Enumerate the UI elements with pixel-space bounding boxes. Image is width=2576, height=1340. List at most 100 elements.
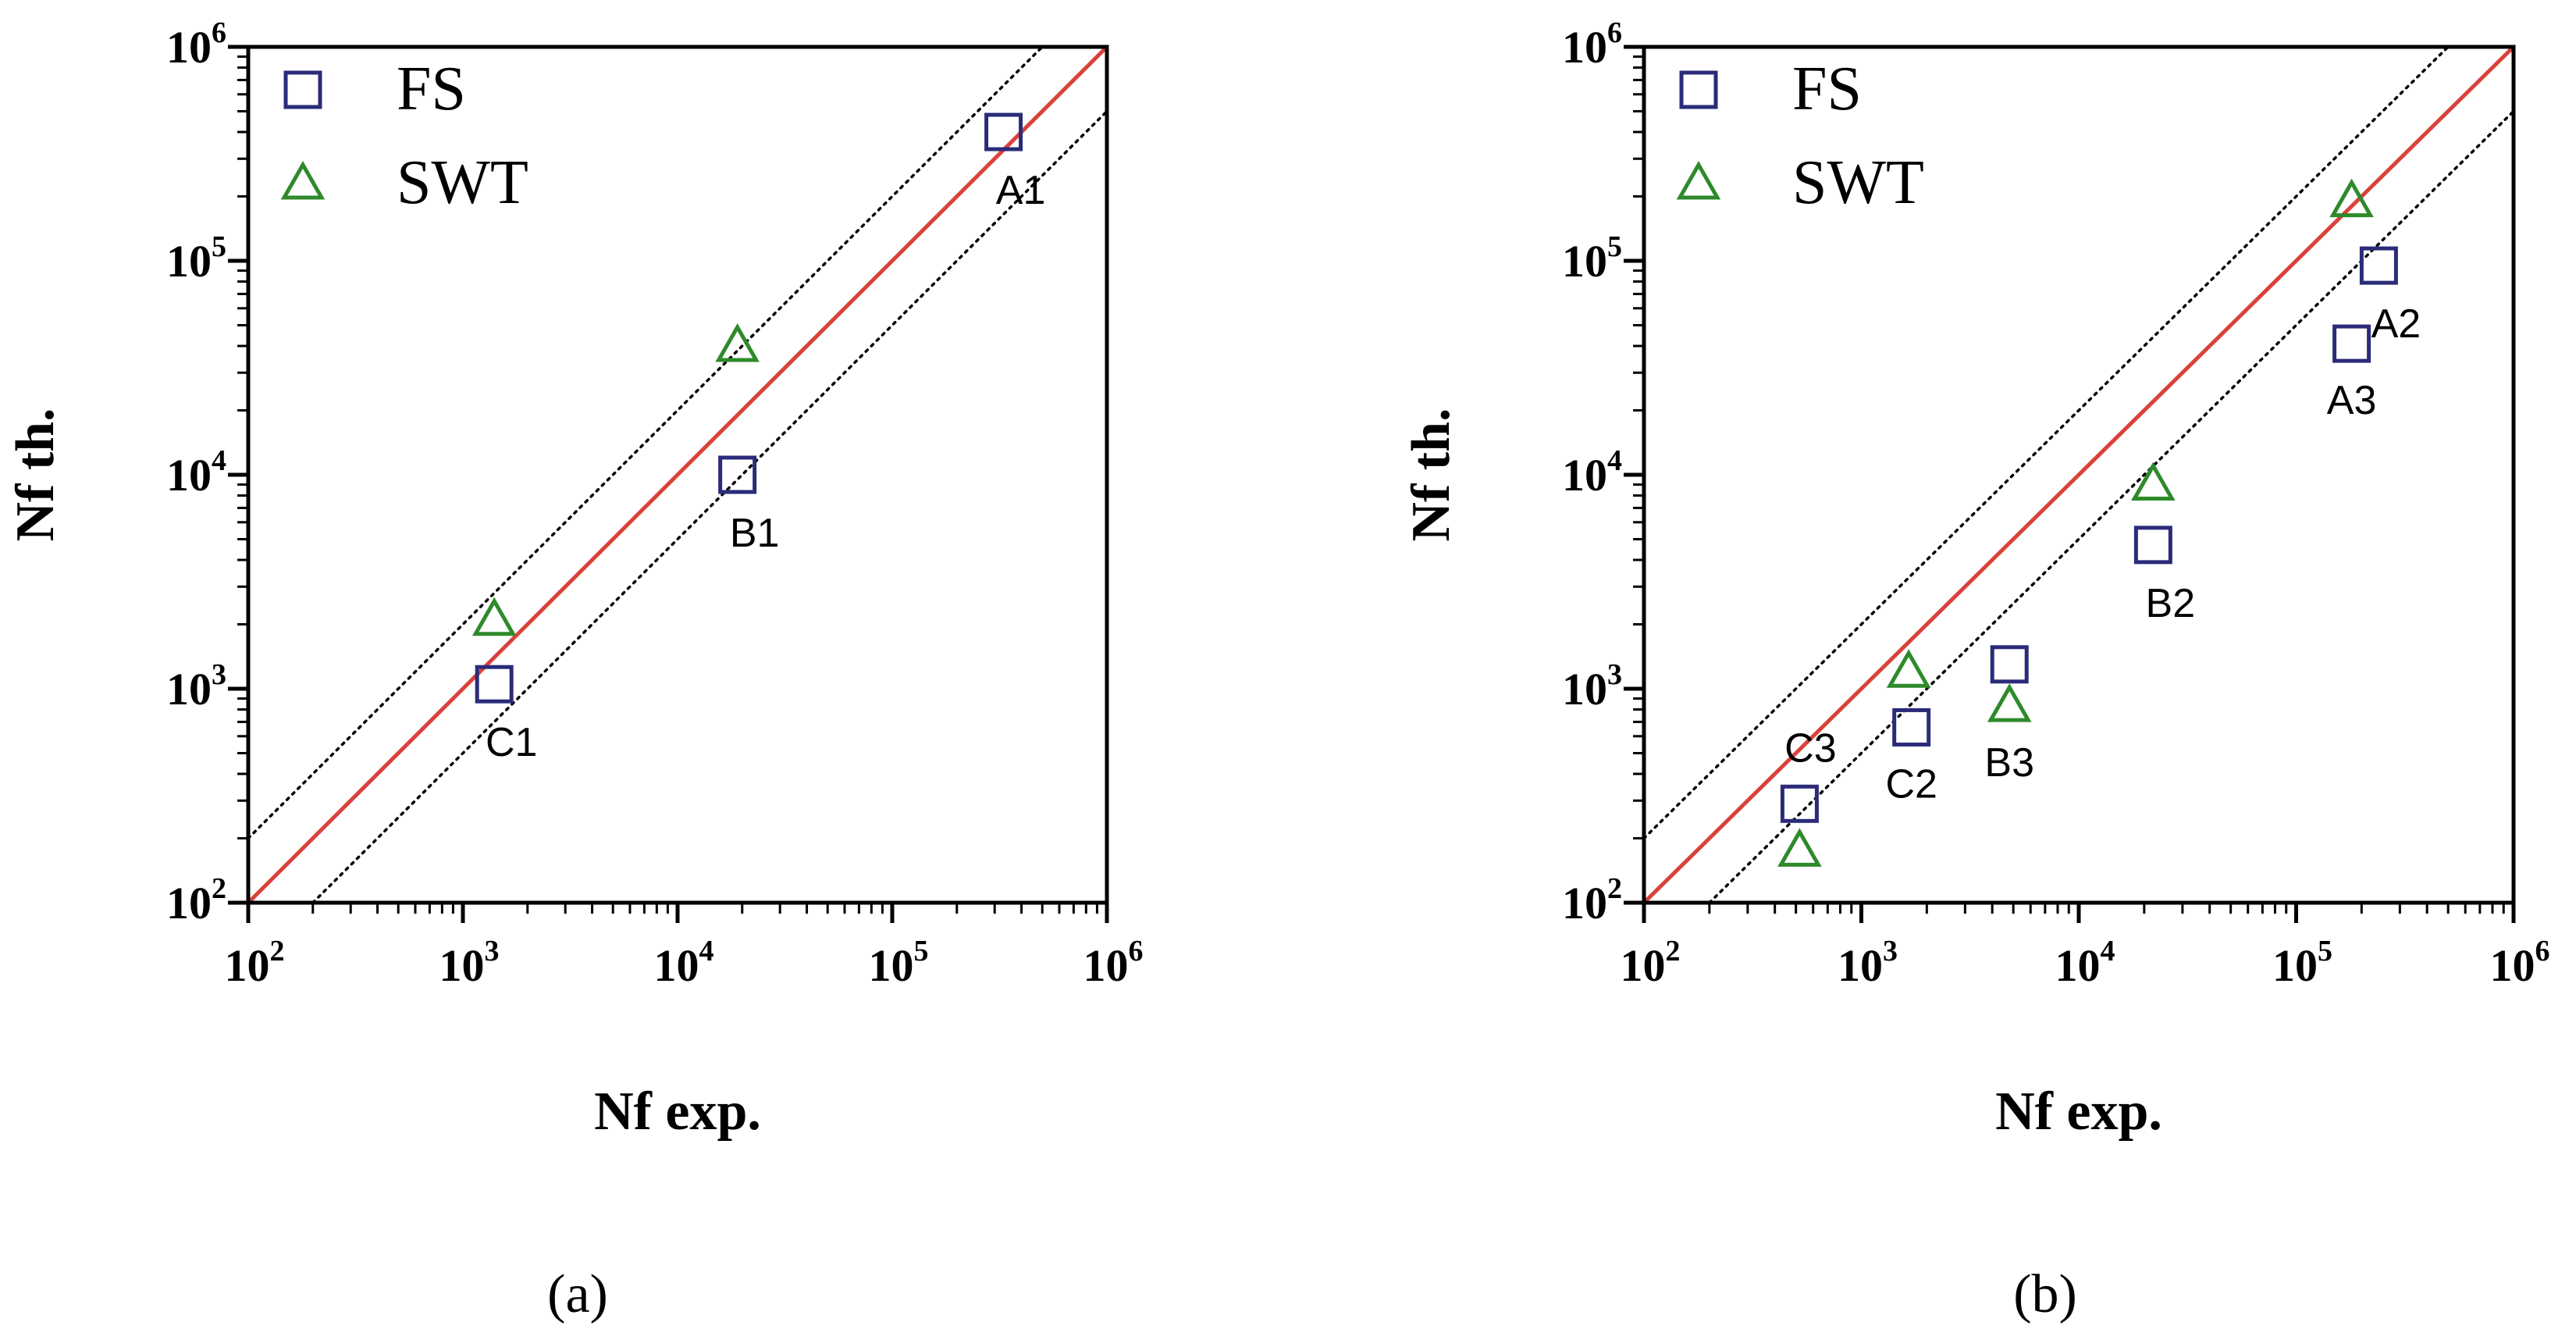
tick-label-exponent: 3 xyxy=(1883,935,1898,968)
point-label: C2 xyxy=(1885,761,1937,807)
x-axis-title: Nf exp. xyxy=(1995,1082,2162,1142)
tick-label-exponent: 5 xyxy=(212,230,226,263)
data-point-swt xyxy=(1676,160,1721,200)
upper-band-line xyxy=(248,47,1044,840)
tick-label-base: 10 xyxy=(1621,940,1666,991)
y-tick-label: 105 xyxy=(1562,230,1622,287)
y-tick-label: 106 xyxy=(166,16,226,73)
tick-label-exponent: 3 xyxy=(212,658,226,691)
tick-label-exponent: 4 xyxy=(2101,935,2115,968)
data-point-swt xyxy=(1777,828,1822,867)
tick-label-exponent: 5 xyxy=(1607,230,1622,263)
axis-ticks xyxy=(228,45,1109,923)
x-tick-label: 102 xyxy=(225,935,285,991)
y-tick-label: 105 xyxy=(166,230,226,287)
tick-label-base: 10 xyxy=(166,664,212,715)
data-point-fs xyxy=(2133,526,2172,565)
data-point-fs xyxy=(475,665,514,704)
tick-label-base: 10 xyxy=(2055,940,2101,991)
x-tick-label: 103 xyxy=(439,935,500,991)
tick-label-base: 10 xyxy=(166,450,212,501)
tick-label-base: 10 xyxy=(1083,940,1129,991)
point-label: A1 xyxy=(996,168,1046,213)
tick-label-exponent: 2 xyxy=(1607,872,1622,905)
tick-label-base: 10 xyxy=(1562,664,1607,715)
data-points xyxy=(1777,178,2398,867)
data-point-swt xyxy=(1886,649,1931,688)
data-points xyxy=(471,112,1023,704)
y-tick-label: 104 xyxy=(166,444,226,501)
tick-label-exponent: 2 xyxy=(212,872,226,905)
lower-band-line xyxy=(311,109,1107,903)
x-tick-label: 103 xyxy=(1838,935,1898,991)
tick-label-exponent: 3 xyxy=(485,935,500,968)
x-tick-label: 106 xyxy=(1083,935,1144,991)
reference-lines xyxy=(248,47,1107,903)
y-tick-label: 106 xyxy=(1562,16,1622,73)
legend: FS SWT xyxy=(280,55,528,217)
tick-label-exponent: 5 xyxy=(914,935,929,968)
data-point-fs xyxy=(1990,645,2029,684)
tick-label-exponent: 4 xyxy=(212,444,226,477)
panel-caption: (a) xyxy=(547,1264,608,1324)
y-tick-label: 103 xyxy=(1562,658,1622,715)
data-point-swt xyxy=(2131,462,2176,501)
x-tick-label: 104 xyxy=(2055,935,2115,991)
y-axis-title: Nf th. xyxy=(5,408,66,541)
point-label: A2 xyxy=(2371,301,2421,347)
point-label: B3 xyxy=(1984,740,2034,786)
data-point-fs xyxy=(984,112,1023,151)
tick-label-base: 10 xyxy=(1562,450,1607,501)
data-point-swt xyxy=(1987,683,2032,722)
legend-label-swt: SWT xyxy=(397,148,528,217)
x-tick-label: 105 xyxy=(869,935,929,991)
tick-label-exponent: 4 xyxy=(699,935,714,968)
legend: FS SWT xyxy=(1676,55,1924,217)
data-point-fs xyxy=(2359,246,2398,285)
tick-label-base: 10 xyxy=(2490,940,2535,991)
identity-line xyxy=(248,47,1107,903)
y-tick-label: 103 xyxy=(166,658,226,715)
tick-label-exponent: 6 xyxy=(1607,16,1622,49)
point-label: C3 xyxy=(1784,725,1836,771)
data-point-fs xyxy=(718,455,757,494)
data-point-swt xyxy=(471,597,517,636)
upper-band-line xyxy=(1644,47,2450,840)
data-point-swt xyxy=(2329,178,2374,218)
point-label: B2 xyxy=(2146,581,2196,626)
tick-label-base: 10 xyxy=(1562,236,1607,287)
x-axis-title: Nf exp. xyxy=(594,1082,761,1142)
tick-label-base: 10 xyxy=(1562,878,1607,928)
tick-label-exponent: 6 xyxy=(1129,935,1144,968)
legend-label-fs: FS xyxy=(397,55,466,123)
tick-label-base: 10 xyxy=(1562,22,1607,73)
data-point-swt xyxy=(280,160,326,200)
tick-label-base: 10 xyxy=(654,940,699,991)
point-label: B1 xyxy=(730,511,780,556)
x-tick-label: 104 xyxy=(654,935,714,991)
legend-label-swt: SWT xyxy=(1792,148,1924,217)
identity-line xyxy=(1644,47,2514,903)
tick-label-exponent: 5 xyxy=(2318,935,2332,968)
y-tick-label: 102 xyxy=(1562,872,1622,928)
lower-band-line xyxy=(1708,109,2514,903)
y-axis-title: Nf th. xyxy=(1401,408,1461,541)
tick-label-base: 10 xyxy=(166,878,212,928)
point-label: C1 xyxy=(486,720,537,765)
y-tick-label: 102 xyxy=(166,872,226,928)
axis-ticks xyxy=(1624,45,2516,923)
tick-label-exponent: 6 xyxy=(212,16,226,49)
x-tick-label: 105 xyxy=(2272,935,2332,991)
panel-caption: (b) xyxy=(2013,1264,2077,1324)
tick-label-exponent: 2 xyxy=(1666,935,1681,968)
point-label: A3 xyxy=(2327,378,2377,423)
tick-label-exponent: 6 xyxy=(2535,935,2550,968)
legend-label-fs: FS xyxy=(1792,55,1862,123)
x-tick-label: 106 xyxy=(2490,935,2550,991)
data-point-fs xyxy=(2332,324,2371,363)
reference-lines xyxy=(1644,47,2514,903)
tick-label-base: 10 xyxy=(225,940,270,991)
tick-label-base: 10 xyxy=(2272,940,2318,991)
